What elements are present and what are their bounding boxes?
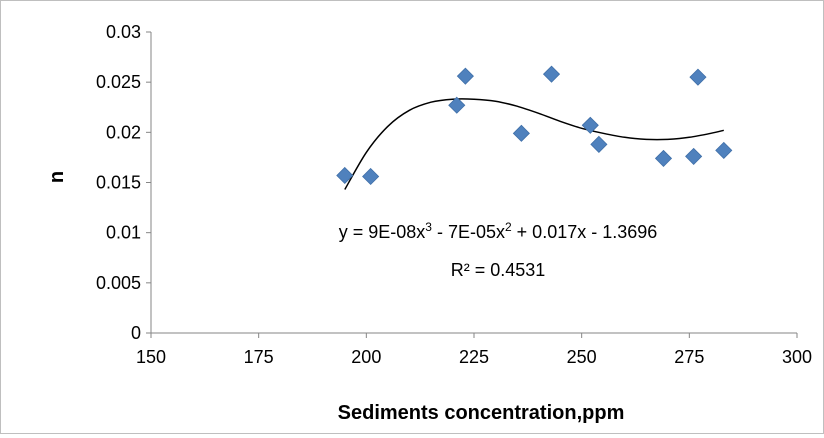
- y-axis-label: n: [46, 171, 68, 183]
- axes: [146, 31, 798, 338]
- r-squared-label: R² = 0.4531: [451, 260, 546, 280]
- data-point: [448, 96, 466, 114]
- x-axis-label: Sediments concentration,ppm: [338, 402, 625, 424]
- data-point: [685, 147, 703, 165]
- x-tick-label: 175: [244, 347, 274, 367]
- data-point: [512, 124, 530, 142]
- x-tick-label: 225: [459, 347, 489, 367]
- y-tick-label: 0.03: [106, 22, 141, 42]
- data-point: [715, 141, 733, 159]
- data-point: [542, 65, 561, 83]
- x-tick-label: 275: [674, 347, 704, 367]
- y-tick-label: 0: [131, 323, 141, 343]
- data-point: [362, 167, 380, 186]
- x-tick-labels: 150 175 200 225 250 275 300: [136, 347, 812, 367]
- y-tick-labels: 0 0.005 0.01 0.015 0.02 0.025 0.03: [96, 22, 141, 343]
- y-tick-label: 0.01: [106, 223, 141, 243]
- data-points: [336, 65, 733, 186]
- x-tick-label: 300: [782, 347, 812, 367]
- data-point: [581, 116, 599, 134]
- x-tick-label: 200: [351, 347, 381, 367]
- data-point: [590, 135, 608, 153]
- trendline-equation: y = 9E-08x3 - 7E-05x2 + 0.017x - 1.3696: [339, 220, 658, 242]
- x-tick-label: 250: [567, 347, 597, 367]
- trendline: [344, 98, 724, 190]
- data-point: [456, 67, 474, 85]
- x-tick-label: 150: [136, 347, 166, 367]
- y-tick-label: 0.015: [96, 173, 141, 193]
- y-tick-label: 0.025: [96, 72, 141, 92]
- data-point: [689, 68, 707, 86]
- data-point: [336, 166, 354, 185]
- y-tick-label: 0.005: [96, 273, 141, 293]
- data-point: [654, 149, 673, 167]
- y-tick-label: 0.02: [106, 122, 141, 142]
